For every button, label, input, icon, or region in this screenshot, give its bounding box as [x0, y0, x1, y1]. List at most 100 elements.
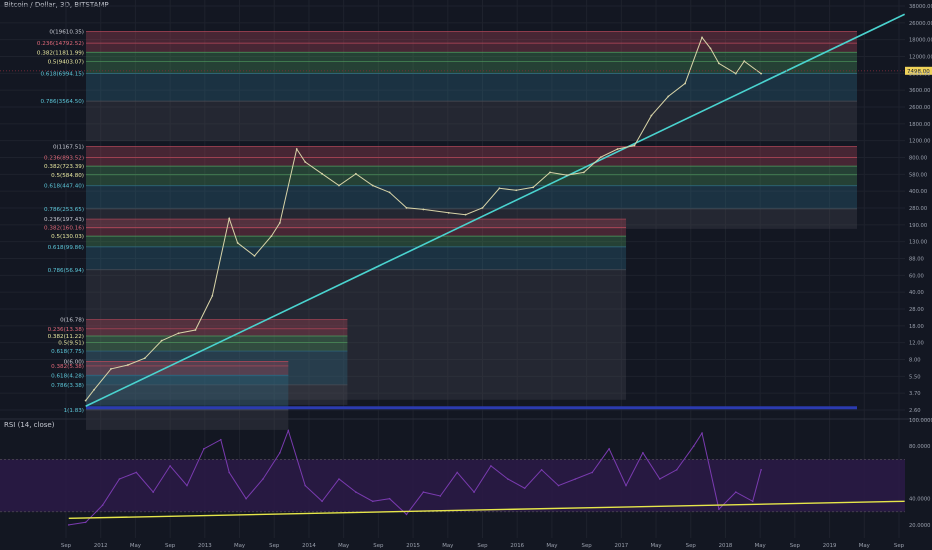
time-axis-tick-label: May: [130, 543, 142, 549]
rsi-point: [84, 521, 87, 524]
price-point: [236, 242, 239, 244]
fib-band: [86, 227, 627, 237]
price-point: [338, 184, 340, 187]
fib-band: [86, 319, 348, 329]
price-point: [481, 206, 484, 209]
time-axis-tick-label: Sep: [269, 543, 280, 549]
fib-band: [86, 31, 857, 44]
rsi-point: [557, 484, 560, 487]
price-axis-tick-label: 18.00: [909, 324, 924, 330]
fib-level-label: 0.5(9403.07): [48, 60, 84, 66]
fib-band: [86, 185, 857, 209]
fib-band: [86, 361, 289, 366]
chart-title: Bitcoin / Dollar, 3D, BITSTAMP: [4, 1, 109, 9]
time-axis-tick-label: May: [859, 543, 871, 549]
price-axis-tick-label: 130.00: [909, 240, 927, 246]
fib-level-label: 0.786(56.94): [48, 268, 84, 274]
fib-level-label: 0(6.00): [64, 359, 84, 365]
fib-band: [86, 365, 289, 376]
rsi-point: [101, 504, 104, 507]
time-axis-tick-label: Sep: [686, 543, 697, 549]
fib-level-label: 0.236(14792.52): [37, 41, 84, 47]
rsi-point: [734, 491, 737, 493]
rsi-point: [135, 471, 138, 474]
fib-band: [86, 236, 627, 247]
fib-level-label: 0(19610.35): [49, 30, 84, 36]
time-axis-tick-label: Sep: [477, 543, 488, 549]
price-axis-tick-label: 3.70: [909, 391, 921, 397]
fib-band: [86, 73, 857, 102]
time-axis-tick-label: 2014: [302, 543, 316, 549]
price-axis-tick-label: 18000.00: [909, 38, 932, 44]
rsi-band: [0, 459, 905, 512]
rsi-point: [540, 469, 543, 471]
time-axis-tick-label: May: [442, 543, 454, 549]
price-point: [701, 36, 703, 39]
fib-level-label: 0(1167.51): [53, 145, 84, 151]
time-axis-tick-label: May: [755, 543, 767, 549]
rsi-point: [625, 484, 627, 487]
rsi-point: [439, 495, 442, 497]
price-point: [549, 171, 551, 174]
price-axis-tick-label: 88.00: [909, 257, 924, 263]
time-axis-tick-label: Sep: [894, 543, 905, 549]
price-point: [743, 60, 746, 63]
fib-level-label: 0.5(130.03): [51, 234, 84, 240]
rsi-point: [169, 465, 171, 467]
fib-band: [86, 335, 348, 343]
price-point: [718, 62, 720, 65]
price-point: [760, 72, 763, 75]
price-axis-tick-label: 28.00: [909, 307, 924, 313]
price-point: [582, 171, 585, 174]
rsi-point: [718, 508, 720, 510]
price-point: [160, 339, 163, 342]
rsi-point: [203, 448, 205, 450]
time-axis-tick-label: 2016: [510, 543, 524, 549]
fib-band: [86, 61, 857, 74]
fib-band: [86, 409, 289, 430]
rsi-point: [659, 478, 661, 480]
rsi-point: [473, 491, 475, 493]
rsi-point: [692, 445, 695, 448]
time-axis-tick-label: May: [234, 543, 246, 549]
price-point: [321, 172, 323, 175]
price-point: [734, 72, 737, 75]
rsi-point: [608, 448, 610, 450]
rsi-point: [371, 500, 374, 503]
price-axis-tick-label: 280.00: [909, 206, 927, 212]
price-axis-tick-label: 190.00: [909, 223, 927, 229]
rsi-point: [422, 491, 425, 493]
rsi-point: [574, 478, 577, 480]
rsi-point: [287, 429, 290, 432]
fib-level-label: 0.618(6994.15): [40, 72, 84, 78]
price-trendline: [85, 13, 906, 407]
fib-level-label: 0.236(893.52): [44, 156, 84, 162]
fib-level-label: 0.382(11.22): [48, 334, 84, 340]
price-point: [616, 148, 619, 150]
rsi-point: [760, 469, 762, 471]
price-point: [599, 156, 602, 159]
fib-level-label: 0.618(7.75): [51, 349, 84, 355]
rsi-point: [701, 432, 703, 434]
price-axis-tick-label: 1200.00: [909, 139, 930, 145]
rsi-point: [304, 484, 306, 487]
rsi-point: [751, 500, 754, 503]
price-axis-tick-label: 2600.00: [909, 105, 930, 111]
fib-band: [86, 101, 857, 142]
fib-level-label: 0.382(11811.99): [37, 50, 84, 56]
rsi-point: [262, 478, 264, 480]
time-axis-tick-label: 2012: [94, 543, 108, 549]
price-point: [253, 254, 256, 257]
price-axis-tick-label: 26000.00: [909, 21, 932, 27]
price-point: [304, 161, 307, 163]
fib-level-label: 1(1.83): [64, 408, 84, 414]
price-axis-tick-label: 38000.00: [909, 4, 932, 10]
price-point: [270, 235, 273, 238]
price-point: [667, 95, 670, 98]
fib-level-label: 0.786(3.38): [51, 383, 84, 389]
time-axis-tick-label: Sep: [373, 543, 384, 549]
fib-level-label: 0.5(584.80): [51, 173, 84, 179]
time-axis-tick-label: 2017: [614, 543, 628, 549]
time-axis-tick-label: May: [546, 543, 558, 549]
